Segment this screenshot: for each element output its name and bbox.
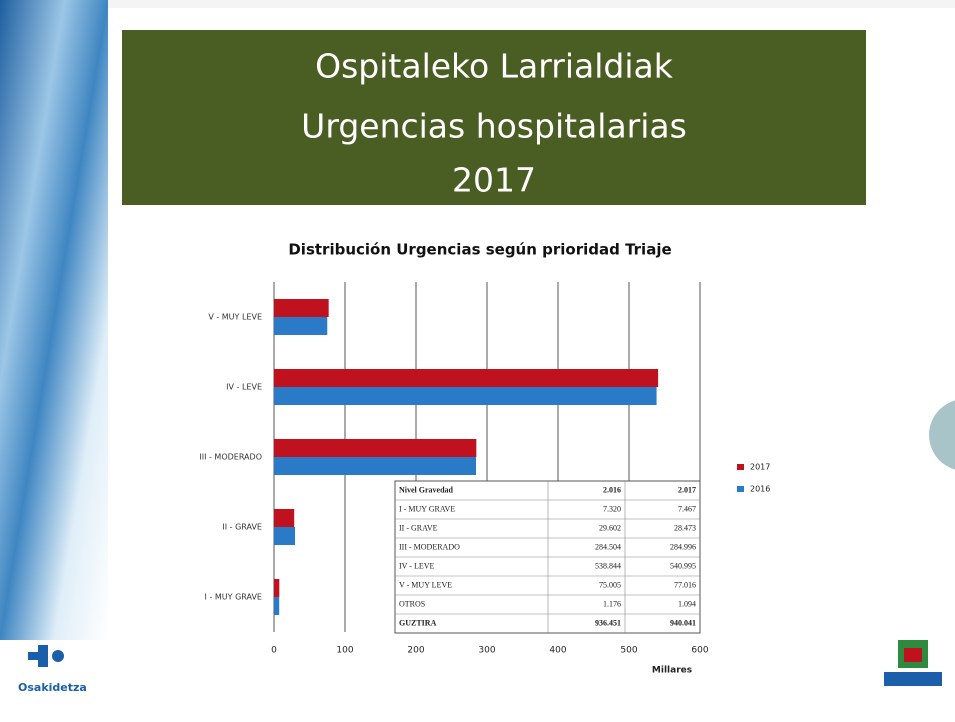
logo-shape: [884, 672, 942, 686]
bar: [274, 369, 659, 387]
table-cell: 1.094: [678, 599, 696, 608]
legend-label: 2016: [750, 485, 770, 494]
logo-shape: [904, 648, 922, 662]
table-cell: 284.504: [595, 542, 621, 551]
logo-shape: [38, 645, 48, 667]
top-band: [108, 0, 955, 8]
bar: [274, 439, 477, 457]
table-cell: 940.041: [670, 618, 696, 627]
table-cell: 538.844: [595, 561, 621, 570]
chart-title: Distribución Urgencias según prioridad T…: [288, 241, 671, 259]
y-tick-label: IV - LEVE: [226, 383, 262, 392]
legend-swatch: [737, 464, 744, 470]
y-tick-label: V - MUY LEVE: [208, 313, 262, 322]
table-cell: 936.451: [595, 618, 621, 627]
table-cell: 7.320: [603, 504, 621, 513]
bar: [274, 457, 476, 475]
x-tick-label: 300: [478, 646, 495, 656]
x-tick-label: 400: [549, 646, 566, 656]
x-tick-label: 200: [407, 646, 424, 656]
table-cell: II - GRAVE: [399, 523, 438, 532]
x-axis-label: Millares: [652, 666, 692, 676]
legend-label: 2017: [750, 463, 770, 472]
title-line: Urgencias hospitalarias: [301, 107, 687, 146]
table-cell: 7.467: [678, 504, 696, 513]
side-circle: [929, 400, 955, 470]
bar: [274, 527, 296, 545]
title-line: 2017: [452, 161, 536, 200]
title-box: [122, 30, 866, 205]
bar: [274, 387, 657, 405]
table-cell: 28.473: [674, 523, 696, 532]
table-cell: GUZTIRA: [399, 618, 437, 627]
table-cell: 540.995: [670, 561, 696, 570]
government-logo: [884, 640, 942, 686]
osakidetza-logo: Osakidetza: [18, 645, 87, 694]
bar: [274, 317, 328, 335]
table-cell: 2.016: [603, 485, 621, 494]
x-tick-label: 500: [620, 646, 637, 656]
logo-shape: [52, 650, 64, 662]
bar: [274, 597, 280, 615]
bar: [274, 509, 295, 527]
table-cell: 77.016: [674, 580, 696, 589]
x-tick-label: 600: [691, 646, 708, 656]
x-tick-label: 0: [271, 646, 277, 656]
y-tick-label: I - MUY GRAVE: [205, 593, 262, 602]
legend-swatch: [737, 486, 744, 492]
x-tick-label: 100: [336, 646, 353, 656]
table-cell: 2.017: [678, 485, 696, 494]
bar: [274, 299, 329, 317]
logo-text: Osakidetza: [18, 681, 87, 694]
table-cell: III - MODERADO: [399, 542, 460, 551]
table-cell: 1.176: [603, 599, 621, 608]
table-cell: Nivel Gravedad: [399, 485, 454, 494]
y-tick-label: III - MODERADO: [199, 453, 262, 462]
table-cell: 75.005: [599, 580, 621, 589]
y-tick-label: II - GRAVE: [222, 523, 262, 532]
side-decoration: [0, 0, 108, 640]
table-cell: 284.996: [670, 542, 696, 551]
table-cell: OTROS: [399, 599, 425, 608]
table-cell: 29.602: [599, 523, 621, 532]
table-cell: V - MUY LEVE: [399, 580, 452, 589]
logo-shape: [28, 652, 38, 660]
title-line: Ospitaleko Larrialdiak: [315, 47, 674, 86]
table-cell: IV - LEVE: [399, 561, 435, 570]
table-cell: I - MUY GRAVE: [399, 504, 455, 513]
bar: [274, 579, 280, 597]
